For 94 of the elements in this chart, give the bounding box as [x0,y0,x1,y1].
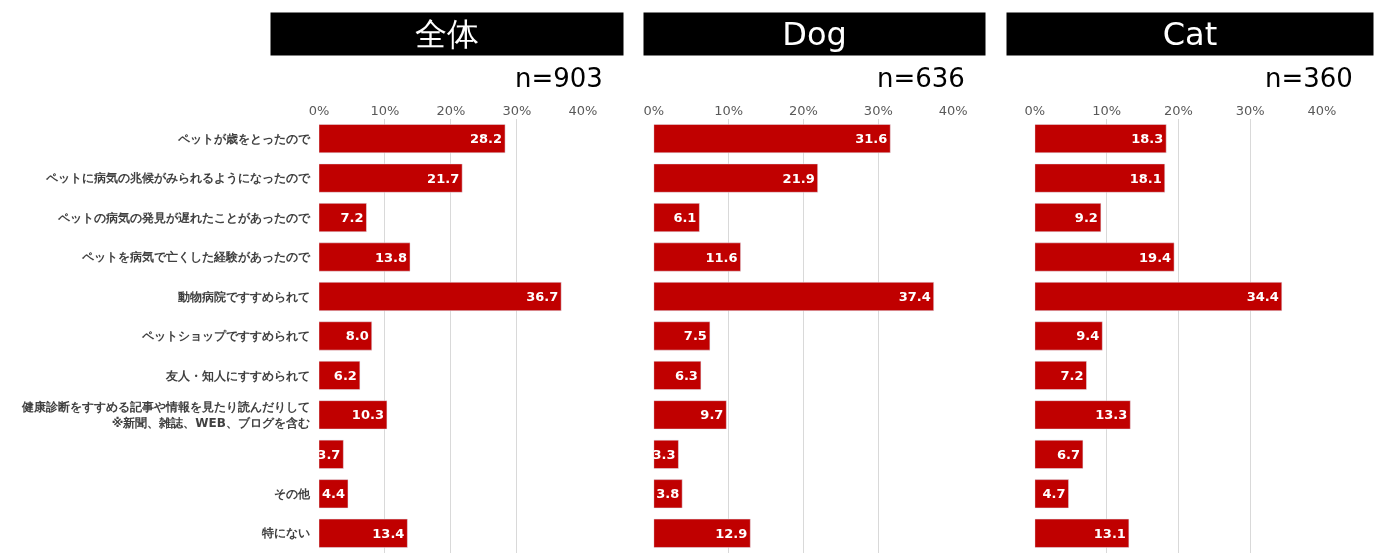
bar [653,360,702,390]
bar [653,124,891,154]
bar [318,400,388,430]
x-tick-label: 40% [568,103,598,119]
data-label: 6.1 [673,210,697,226]
bar [653,400,727,430]
x-tick-label: 40% [1307,103,1337,119]
bar [653,163,818,193]
bar [653,203,700,233]
bar [318,242,411,272]
x-tick-label: 20% [1163,103,1193,119]
y-tick-label: ペットの病気の発見が遅れたことがあったので [56,210,311,225]
x-tick-label: 10% [1092,103,1122,119]
data-label: 37.4 [898,288,931,304]
x-tick-label: 20% [436,103,466,119]
bar [318,163,463,193]
bar [653,518,751,548]
data-label: 13.3 [1095,407,1128,423]
y-tick-label: ペットを病気で亡くした経験があったので [80,250,311,265]
bar [318,479,349,509]
bar [318,360,361,390]
bar [1034,360,1087,390]
bar [318,321,373,351]
chart-subtitle: n=636 [877,63,965,93]
data-label: 28.2 [470,131,503,147]
bar [318,124,506,154]
x-tick-label: 0% [308,103,330,119]
data-label: 9.2 [1074,210,1098,226]
bar [1034,282,1283,311]
data-label: 13.1 [1093,525,1126,541]
bar [318,282,562,311]
y-tick-label: 友人・知人にすすめられて [164,368,310,383]
bar [318,203,367,233]
data-label: 19.4 [1139,249,1172,265]
bar [1034,439,1084,469]
x-tick-label: 10% [370,103,400,119]
data-label: 4.7 [1042,486,1066,502]
data-label: 9.4 [1076,328,1100,344]
data-label: 7.2 [1060,367,1084,383]
y-tick-label: ペットショップですすめられて [140,329,310,344]
data-label: 6.7 [1056,446,1080,462]
bar [1034,242,1175,272]
bar [653,321,711,351]
data-label: 7.2 [340,210,364,226]
chart-title: 全体 [415,15,479,53]
x-tick-label: 40% [938,103,968,119]
data-label: 8.0 [345,328,369,344]
data-label: 34.4 [1246,288,1279,304]
bar [1034,479,1069,509]
bar [318,439,344,469]
data-label: 13.4 [372,525,405,541]
data-label: 9.7 [700,407,724,423]
y-tick-label: 健康診断をすすめる記事や情報を見たり読んだりして ※新聞、雑誌、WEB、ブログを含む [20,400,310,430]
chart-title: Cat [1162,15,1218,53]
y-tick-label: その他 [273,487,311,502]
bar [653,242,741,272]
data-label: 3.7 [317,446,341,462]
data-label: 7.5 [683,328,707,344]
bar [1034,321,1103,351]
data-label: 18.3 [1131,131,1164,147]
data-label: 21.7 [427,170,460,186]
x-tick-label: 20% [789,103,818,119]
chart-subtitle: n=903 [515,63,603,93]
y-tick-label: ペットに病気の兆候がみられるようになったので [44,171,311,186]
x-tick-label: 0% [1024,103,1046,119]
data-label: 31.6 [855,131,888,147]
data-label: 36.7 [526,288,559,304]
data-label: 11.6 [705,249,738,265]
data-label: 18.1 [1129,170,1162,186]
data-label: 10.3 [351,407,384,423]
data-label: 4.4 [321,486,345,502]
data-label: 6.2 [333,367,357,383]
x-tick-label: 30% [863,103,893,119]
y-tick-label: 特にない [260,526,310,541]
bar [1034,203,1102,233]
y-tick-label: 動物病院ですすめられて [176,289,310,304]
bar [1034,124,1167,154]
y-tick-label: ペットが歳をとったので [176,131,311,146]
x-tick-label: 10% [714,103,744,119]
bar [1034,163,1166,193]
chart-subtitle: n=360 [1265,63,1353,93]
data-label: 13.8 [374,249,408,265]
bar [653,282,934,311]
bar [1034,400,1131,430]
data-label: 6.3 [674,367,698,383]
data-label: 21.9 [782,170,815,186]
bar [318,518,408,548]
x-tick-label: 30% [502,103,532,119]
data-label: 12.9 [715,525,748,541]
x-tick-label: 30% [1235,103,1265,119]
bar [1034,518,1130,548]
data-label: 3.8 [656,486,680,502]
x-tick-label: 0% [643,103,665,119]
chart-title: Dog [782,15,847,53]
